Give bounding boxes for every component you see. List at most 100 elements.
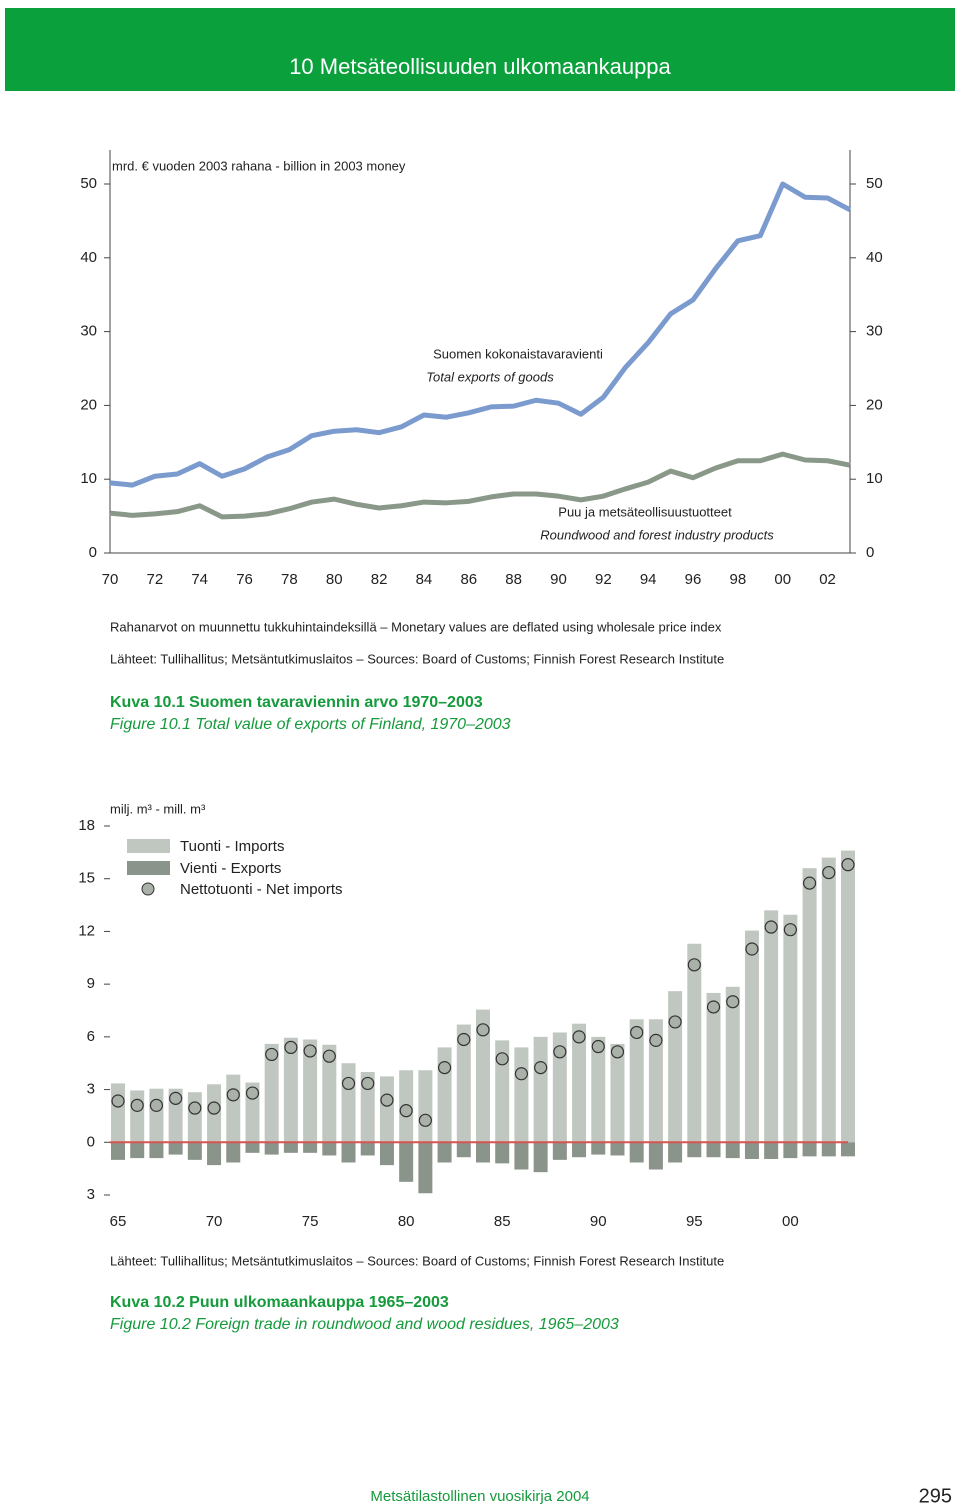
bar (725, 1142, 740, 1159)
caption: Figure 10.1 Total value of exports of Fi… (110, 716, 511, 733)
bar (629, 1142, 644, 1163)
bar (841, 1142, 855, 1157)
bar (360, 1142, 375, 1156)
bar (399, 1142, 414, 1182)
dot (572, 1030, 586, 1044)
dot (764, 920, 778, 934)
bar (111, 1083, 125, 1143)
caption: Kuva 10.2 Puun ulkomaankauppa 1965–2003 (110, 1294, 449, 1311)
bar (610, 1043, 625, 1143)
legend-label: Vienti - Exports (180, 860, 281, 877)
bar (187, 1092, 202, 1143)
bar (783, 1142, 798, 1159)
y-tick-label: 0 (89, 544, 97, 561)
bar (706, 1142, 721, 1158)
bar (130, 1090, 145, 1143)
dot (841, 858, 855, 872)
x-tick-label: 98 (730, 571, 747, 588)
bar (418, 1142, 433, 1194)
bar (648, 1142, 663, 1170)
bar (610, 1142, 625, 1156)
y-tick-label: 50 (866, 175, 883, 192)
dot (437, 1061, 452, 1075)
dot (534, 1061, 548, 1075)
x-tick-label: 85 (494, 1213, 511, 1230)
y-tick-label: 15 (78, 870, 95, 887)
bar (456, 1142, 471, 1158)
bar (821, 857, 836, 1143)
bar (476, 1142, 490, 1163)
bar (764, 910, 779, 1143)
dot (418, 1113, 432, 1127)
bar (802, 868, 817, 1143)
bar (533, 1036, 548, 1143)
bar (264, 1142, 279, 1155)
bar (187, 1142, 202, 1160)
x-tick-label: 80 (326, 571, 343, 588)
bar (418, 1070, 433, 1143)
y-tick-label: 50 (80, 175, 97, 192)
bar (744, 1142, 759, 1159)
dot (303, 1044, 317, 1058)
x-tick-label: 84 (416, 571, 433, 588)
dot (726, 995, 740, 1009)
y-tick-label: 30 (866, 323, 883, 340)
header-band (5, 8, 955, 91)
dot (380, 1093, 394, 1107)
dot (265, 1047, 279, 1062)
x-tick-label: 96 (685, 571, 702, 588)
x-tick-label: 74 (191, 571, 208, 588)
dot (649, 1033, 663, 1047)
bar (303, 1039, 318, 1143)
x-tick-label: 72 (147, 571, 164, 588)
bar (783, 914, 798, 1143)
bar (514, 1142, 529, 1170)
bar (648, 1019, 663, 1143)
bar (821, 1142, 836, 1157)
bar (668, 991, 683, 1143)
bar (764, 1142, 779, 1159)
x-tick-label: 70 (102, 571, 119, 588)
dot (399, 1104, 413, 1118)
bar (341, 1063, 356, 1143)
bar (687, 943, 702, 1143)
legend-label: Puu ja metsäteollisuustuotteet (558, 504, 732, 519)
x-tick-label: 92 (595, 571, 612, 588)
x-tick-label: 80 (398, 1213, 415, 1230)
dot (591, 1039, 605, 1054)
y-tick-label: 3 (87, 1186, 95, 1203)
bar (533, 1142, 548, 1173)
dot (514, 1067, 529, 1081)
y-tick-label: 9 (87, 975, 95, 992)
caption: Kuva 10.1 Suomen tavaraviennin arvo 1970… (110, 694, 483, 711)
y-tick-label: 12 (78, 922, 95, 939)
y-tick-label: 6 (87, 1028, 95, 1045)
legend-swatch (141, 882, 155, 896)
y-tick-label: 0 (866, 544, 874, 561)
y-tick-label: 10 (866, 470, 883, 487)
bar (379, 1076, 394, 1143)
dot (630, 1025, 644, 1040)
bar (802, 1142, 817, 1157)
bar (130, 1142, 145, 1159)
bar (437, 1142, 452, 1163)
dot (169, 1091, 183, 1105)
dot (226, 1088, 240, 1102)
legend-label: Tuonti - Imports (180, 838, 284, 855)
x-tick-label: 75 (302, 1213, 319, 1230)
bar (322, 1142, 337, 1156)
bar (591, 1142, 606, 1155)
y-tick-label: 10 (80, 470, 97, 487)
line (109, 181, 852, 488)
bar (841, 850, 855, 1143)
legend-swatch (127, 861, 170, 875)
bar (360, 1072, 375, 1143)
x-tick-label: 02 (819, 571, 836, 588)
bar (476, 1009, 490, 1143)
bar (283, 1037, 298, 1143)
bar (687, 1142, 702, 1158)
bar (572, 1142, 587, 1158)
dot (553, 1045, 567, 1059)
